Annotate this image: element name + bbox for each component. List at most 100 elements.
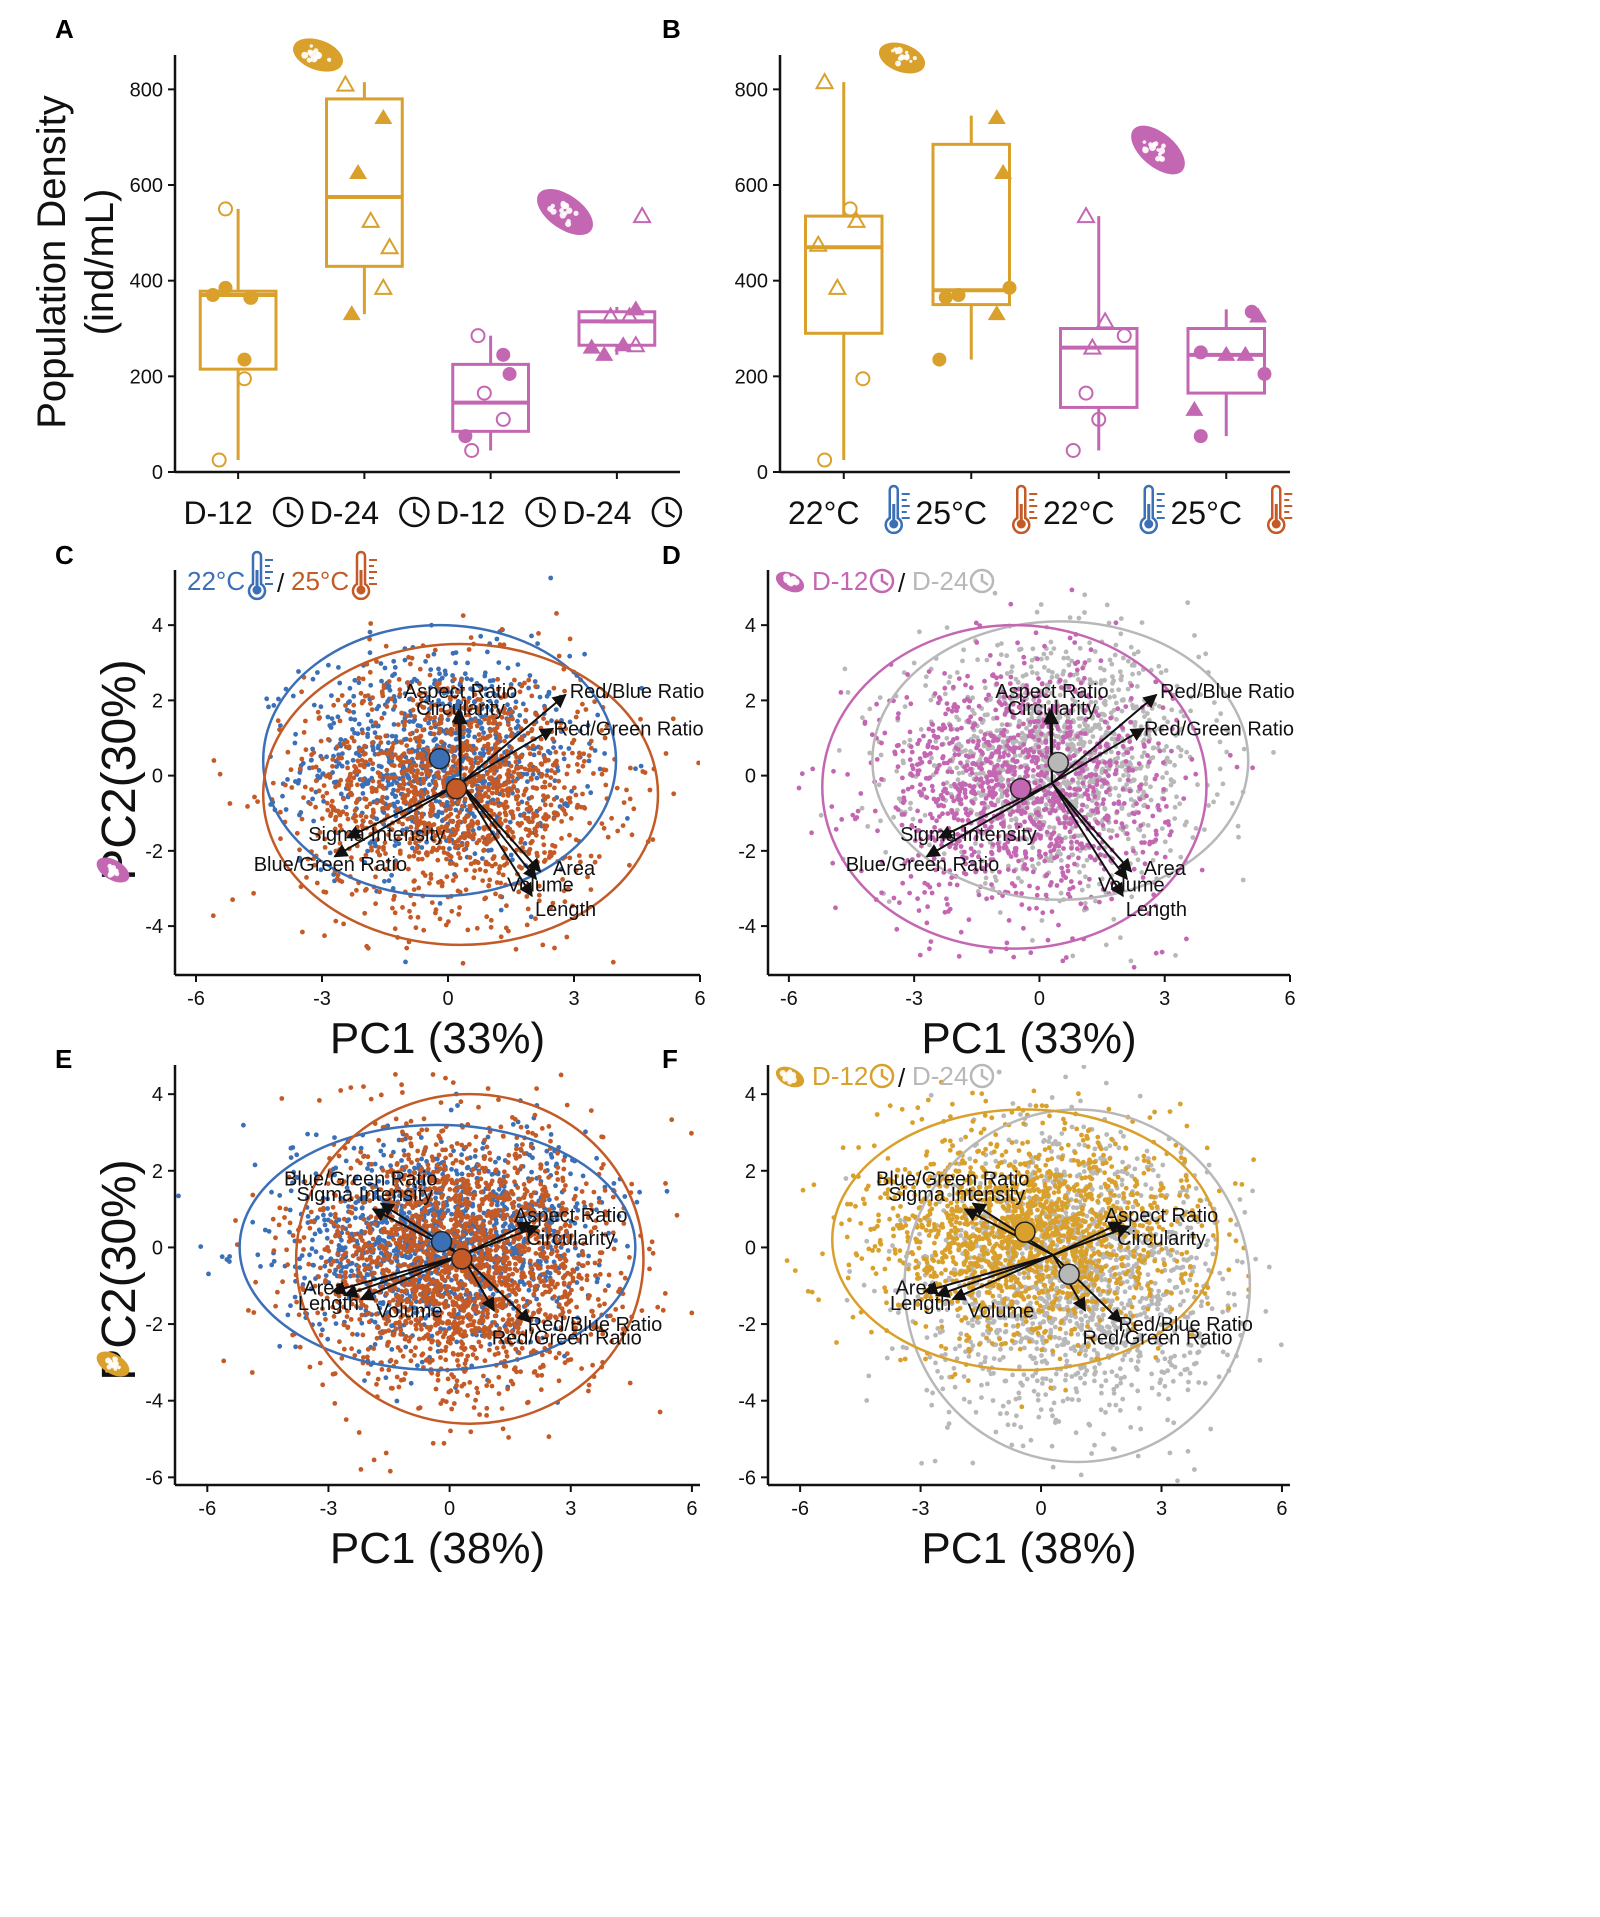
scatter-point [1156, 807, 1162, 812]
scatter-point [446, 712, 452, 718]
scatter-point [304, 875, 309, 880]
scatter-point [1005, 867, 1011, 872]
scatter-point [1084, 787, 1090, 793]
scatter-point [293, 731, 298, 737]
organism-spot [327, 57, 332, 62]
scatter-point [402, 719, 408, 725]
scatter-point [1045, 683, 1051, 688]
scatter-point [533, 684, 539, 689]
scatter-point [1226, 730, 1231, 736]
scatter-point [1072, 861, 1077, 867]
scatter-point [456, 911, 462, 917]
scatter-point [891, 895, 897, 901]
scatter-point [1097, 744, 1103, 750]
scatter-point [448, 770, 453, 776]
scatter-point [379, 764, 384, 770]
scatter-point [450, 650, 456, 656]
scatter-point [1049, 674, 1055, 680]
scatter-point [1065, 725, 1071, 730]
scatter-point [349, 855, 354, 861]
scatter-point [1146, 911, 1151, 916]
scatter-point [436, 809, 442, 815]
scatter-point [490, 856, 496, 862]
point-open-triangle [335, 74, 356, 92]
scatter-point [533, 785, 539, 791]
scatter-point [448, 806, 453, 812]
scatter-point [374, 816, 380, 822]
scatter-point [1085, 723, 1091, 729]
x-category-label: D-24 [562, 495, 631, 531]
scatter-point [288, 767, 294, 773]
scatter-point [469, 747, 475, 753]
scatter-point [867, 750, 873, 756]
scatter-point [327, 850, 333, 856]
scatter-point [362, 888, 368, 893]
scatter-point [433, 833, 438, 838]
scatter-point [1250, 765, 1255, 771]
scatter-point [900, 748, 906, 754]
scatter-point [563, 726, 569, 732]
scatter-point [625, 816, 630, 821]
scatter-point [1019, 730, 1025, 736]
scatter-point [527, 846, 533, 852]
scatter-point [1092, 794, 1098, 799]
scatter-point [440, 701, 445, 707]
scatter-point [505, 665, 511, 671]
scatter-point [1212, 700, 1217, 705]
scatter-point [526, 745, 532, 751]
scatter-point [435, 857, 441, 863]
x-category-label: D-12 [436, 495, 505, 531]
scatter-point [620, 823, 626, 828]
scatter-point [443, 816, 448, 822]
scatter-point [1063, 955, 1069, 960]
scatter-point [928, 751, 933, 756]
scatter-point [1161, 787, 1167, 792]
scatter-point [422, 831, 428, 837]
scatter-point [1015, 640, 1020, 646]
scatter-point [491, 691, 497, 696]
scatter-point [474, 723, 480, 729]
scatter-point [468, 724, 474, 730]
scatter-point [437, 839, 443, 845]
scatter-point [349, 891, 355, 897]
scatter-point [1007, 695, 1013, 701]
scatter-point [345, 778, 350, 783]
scatter-point [1139, 754, 1145, 759]
scatter-point [416, 743, 422, 749]
scatter-point [923, 683, 928, 688]
point-filled-circle [502, 366, 517, 381]
scatter-point [1010, 714, 1016, 720]
scatter-point [1043, 892, 1049, 898]
point-filled-triangle [987, 109, 1006, 125]
scatter-point [1174, 794, 1179, 800]
x-category-label: 25°C [916, 495, 988, 531]
scatter-point [945, 902, 950, 907]
scatter-point [556, 778, 562, 784]
scatter-point [350, 815, 356, 821]
scatter-point [552, 778, 558, 784]
scatter-point [996, 692, 1002, 698]
scatter-point [496, 732, 502, 738]
scatter-point [1039, 724, 1045, 729]
organism-spot [909, 59, 913, 63]
scatter-point [486, 787, 492, 793]
organism-spot [306, 57, 312, 63]
scatter-point [326, 772, 332, 777]
scatter-point [1041, 651, 1047, 657]
box-iqr [577, 310, 657, 347]
scatter-point [1152, 728, 1158, 733]
scatter-point [1067, 635, 1073, 641]
scatter-point [974, 771, 979, 777]
scatter-point [343, 703, 348, 708]
scatter-point [963, 794, 969, 800]
scatter-point [392, 794, 398, 800]
scatter-point [264, 696, 270, 702]
scatter-point [1036, 849, 1042, 854]
scatter-point [592, 859, 598, 865]
scatter-point [1115, 706, 1121, 712]
scatter-point [447, 701, 453, 707]
scatter-point [955, 807, 960, 813]
scatter-point [973, 620, 979, 626]
scatter-point [1013, 817, 1019, 823]
scatter-point [1016, 724, 1022, 729]
